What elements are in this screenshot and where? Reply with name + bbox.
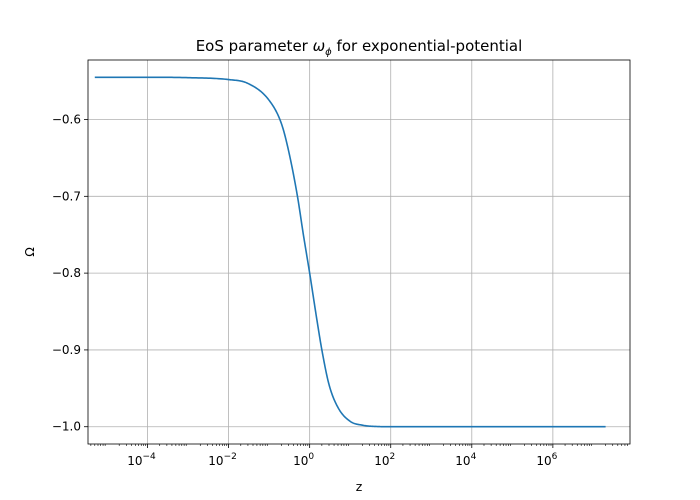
x-axis-label: z [356,479,363,494]
x-tick-base: 10 [208,454,223,468]
x-tick-label: 10−4 [127,452,156,468]
series-line [94,76,606,428]
x-tick-label: 102 [374,452,395,468]
x-tick-exponent: 4 [471,452,477,462]
x-tick-exponent: 2 [389,452,395,462]
x-tick-exponent: −2 [224,452,237,462]
y-tick-label: −0.7 [52,189,81,203]
x-tick-label: 100 [293,452,314,468]
title-prefix: EoS parameter [196,37,313,55]
plot-data [94,76,606,428]
x-tick-base: 10 [127,454,142,468]
x-tick-base: 10 [293,454,308,468]
axis-ticks: 10−4 10−2 100 102 104 106−0.6−0.7−0.8−0.9−1.0 [52,113,628,468]
y-axis-label: Ω [22,247,37,257]
x-tick-base: 10 [374,454,389,468]
x-tick-label: 104 [455,452,476,468]
x-tick-base: 10 [536,454,551,468]
x-tick-exponent: 6 [552,452,558,462]
x-tick-base: 10 [455,454,470,468]
y-tick-label: −1.0 [52,420,81,434]
x-tick-label: 10−2 [208,452,237,468]
y-tick-label: −0.6 [52,113,81,127]
title-symbol: ω [313,37,326,55]
x-tick-exponent: 0 [308,452,314,462]
chart-title: EoS parameter ωϕ for exponential-potenti… [196,37,523,58]
title-suffix: for exponential-potential [332,37,523,55]
y-tick-label: −0.8 [52,266,81,280]
grid-lines [88,60,630,444]
title-subscript: ϕ [325,47,332,58]
axes-frame [87,59,631,445]
x-tick-exponent: −4 [143,452,157,462]
y-tick-label: −0.9 [52,343,81,357]
x-tick-label: 106 [536,452,557,468]
